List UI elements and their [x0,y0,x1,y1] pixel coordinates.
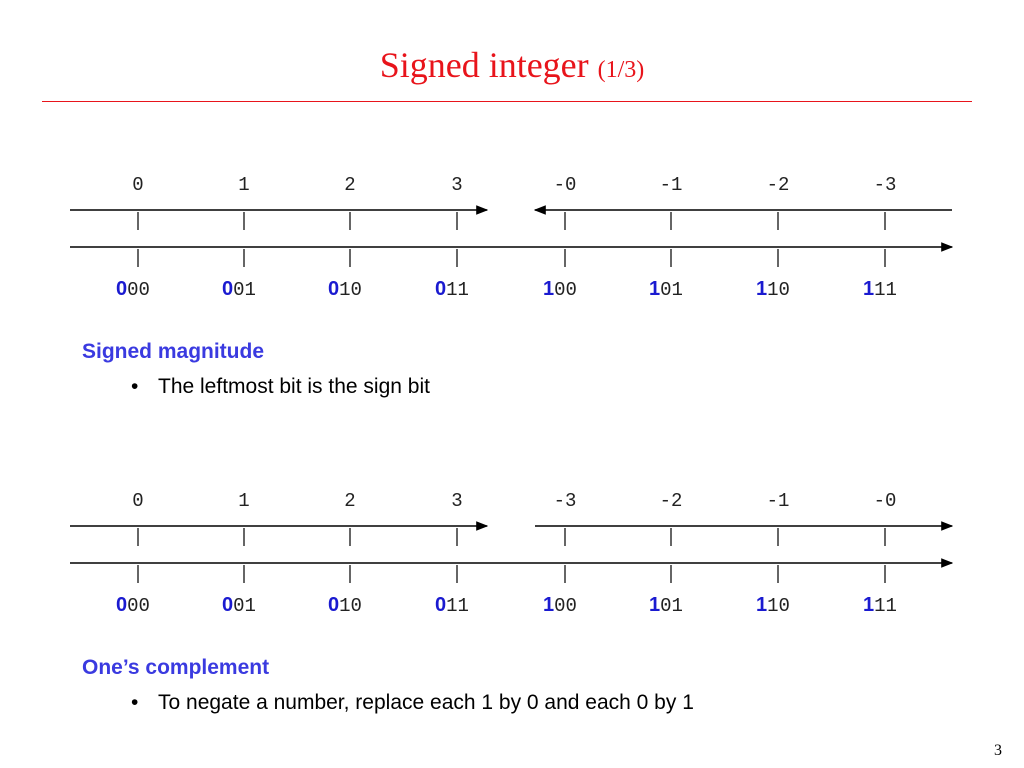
binary-code: 011 [435,594,469,617]
magnitude-bits: 01 [660,595,683,617]
binary-code: 000 [116,278,150,301]
value-label: -3 [554,490,577,512]
binary-code: 010 [328,278,362,301]
binary-code: 101 [649,594,683,617]
magnitude-bits: 01 [660,279,683,301]
sign-bit: 1 [543,594,554,616]
binary-code: 101 [649,278,683,301]
title-text: Signed integer [379,45,589,85]
section-heading: Signed magnitude [82,340,264,363]
binary-code: 110 [756,278,790,301]
sign-bit: 1 [863,278,874,300]
magnitude-bits: 10 [339,595,362,617]
sign-bit: 0 [435,594,446,616]
value-label: -0 [554,174,577,196]
value-label: -2 [660,490,683,512]
sign-bit: 0 [328,594,339,616]
sign-bit: 0 [222,278,233,300]
magnitude-bits: 10 [767,595,790,617]
magnitude-bits: 11 [874,279,897,301]
value-label: 0 [132,174,143,196]
magnitude-bits: 00 [554,595,577,617]
binary-code: 011 [435,278,469,301]
binary-code: 100 [543,278,577,301]
magnitude-bits: 11 [874,595,897,617]
sign-bit: 0 [116,278,127,300]
magnitude-bits: 00 [554,279,577,301]
sign-bit: 1 [756,278,767,300]
binary-code: 110 [756,594,790,617]
bullet-text: To negate a number, replace each 1 by 0 … [158,691,694,714]
value-label: 3 [451,490,462,512]
value-label: 2 [344,490,355,512]
binary-code: 001 [222,278,256,301]
binary-code: 100 [543,594,577,617]
sign-bit: 0 [328,278,339,300]
sign-bit: 0 [116,594,127,616]
magnitude-bits: 00 [127,595,150,617]
sign-bit: 0 [435,278,446,300]
sign-bit: 1 [863,594,874,616]
sign-bit: 1 [649,278,660,300]
sign-bit: 1 [543,278,554,300]
magnitude-bits: 10 [767,279,790,301]
binary-code: 111 [863,278,897,301]
magnitude-bits: 11 [446,279,469,301]
magnitude-bits: 00 [127,279,150,301]
value-label: -3 [874,174,897,196]
bullet-text: The leftmost bit is the sign bit [158,375,430,398]
value-label: -0 [874,490,897,512]
sign-bit: 0 [222,594,233,616]
bullet-dot: • [131,691,138,714]
magnitude-bits: 01 [233,595,256,617]
value-label: 1 [238,174,249,196]
sign-bit: 1 [756,594,767,616]
binary-code: 111 [863,594,897,617]
section-heading: One’s complement [82,656,269,679]
value-label: 3 [451,174,462,196]
binary-code: 010 [328,594,362,617]
magnitude-bits: 01 [233,279,256,301]
binary-code: 000 [116,594,150,617]
value-label: 0 [132,490,143,512]
title-note: (1/3) [597,57,645,83]
value-label: -1 [767,490,790,512]
title: Signed integer (1/3) [0,44,1024,86]
page-number: 3 [994,742,1002,759]
value-label: -2 [767,174,790,196]
magnitude-bits: 10 [339,279,362,301]
value-label: 2 [344,174,355,196]
value-label: 1 [238,490,249,512]
bullet-dot: • [131,375,138,398]
title-rule [42,101,972,102]
magnitude-bits: 11 [446,595,469,617]
binary-code: 001 [222,594,256,617]
value-label: -1 [660,174,683,196]
sign-bit: 1 [649,594,660,616]
